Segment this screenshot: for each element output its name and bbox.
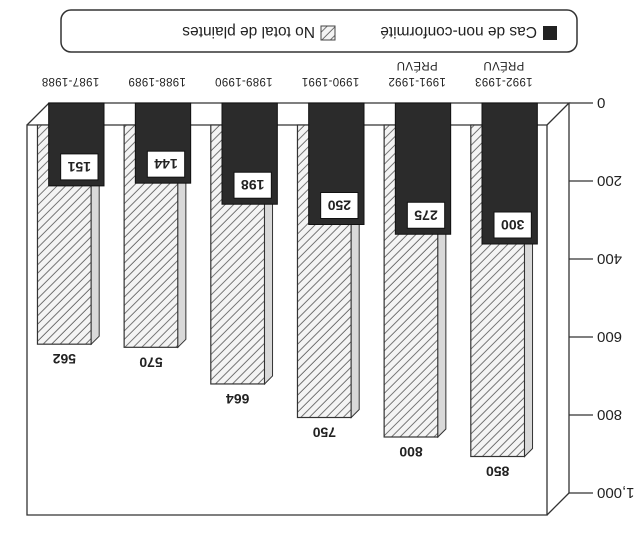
data-label-non-conformite: 198 [241, 177, 265, 193]
data-label-box-non-conformite [233, 171, 272, 199]
data-label-non-conformite: 144 [154, 156, 178, 172]
x-axis-labels: 1987-1988 1988-1989 1989-1990 1990-1991 1991… [41, 59, 532, 87]
data-label-total-plaintes: 562 [52, 351, 76, 367]
data-label-box-non-conformite [320, 192, 359, 219]
data-label-total-plaintes: 570 [139, 354, 163, 370]
x-tick-label: 1990-1991 [301, 75, 359, 87]
legend-swatch-non-conformite [543, 26, 557, 40]
data-label-box-non-conformite [406, 201, 446, 229]
x-tick-sublabel: PRÉVU [396, 59, 437, 72]
x-tick-label: 1987-1988 [41, 75, 99, 87]
series-non-conformite: 151 144 198 250 275 300 [48, 102, 538, 245]
data-label-non-conformite: 275 [414, 207, 438, 223]
data-label-total-plaintes: 664 [226, 391, 250, 407]
y-axis: 0 200 400 600 800 1,000 [569, 94, 635, 501]
legend-swatch-total-plaintes [320, 25, 336, 41]
y-tick-label: 600 [597, 328, 622, 345]
plot-side-depth [546, 492, 570, 516]
data-label-total-plaintes: 800 [399, 444, 423, 460]
x-tick-label: 1988-1989 [128, 75, 186, 87]
y-tick-label: 0 [597, 94, 605, 111]
x-tick-label: 1992-1993 [475, 75, 533, 87]
data-label-non-conformite: 300 [501, 217, 525, 233]
legend-label-non-conformite: Cas de non-conformité [380, 23, 537, 40]
plot-back-wall [26, 124, 548, 516]
y-tick-label: 800 [597, 406, 622, 423]
data-label-total-plaintes: 850 [486, 464, 510, 480]
legend-frame [60, 9, 578, 53]
data-label-non-conformite: 151 [67, 159, 91, 175]
data-label-box-non-conformite [146, 150, 186, 178]
legend-label-total-plaintes: No total de plaintes [182, 23, 315, 40]
data-label-non-conformite: 250 [327, 198, 351, 214]
legend: Cas de non-conformité No total de plaint… [60, 9, 578, 53]
x-tick-label: 1991-1992 [388, 75, 446, 87]
data-label-box-non-conformite [60, 153, 99, 181]
y-tick-label: 400 [597, 250, 622, 267]
data-label-box-non-conformite [493, 211, 532, 239]
y-tick-label: 1,000 [597, 484, 635, 501]
y-tick-label: 200 [597, 172, 622, 189]
data-label-total-plaintes: 750 [312, 425, 336, 441]
x-tick-label: 1989-1990 [215, 75, 273, 87]
x-tick-sublabel: PRÉVU [483, 59, 524, 72]
